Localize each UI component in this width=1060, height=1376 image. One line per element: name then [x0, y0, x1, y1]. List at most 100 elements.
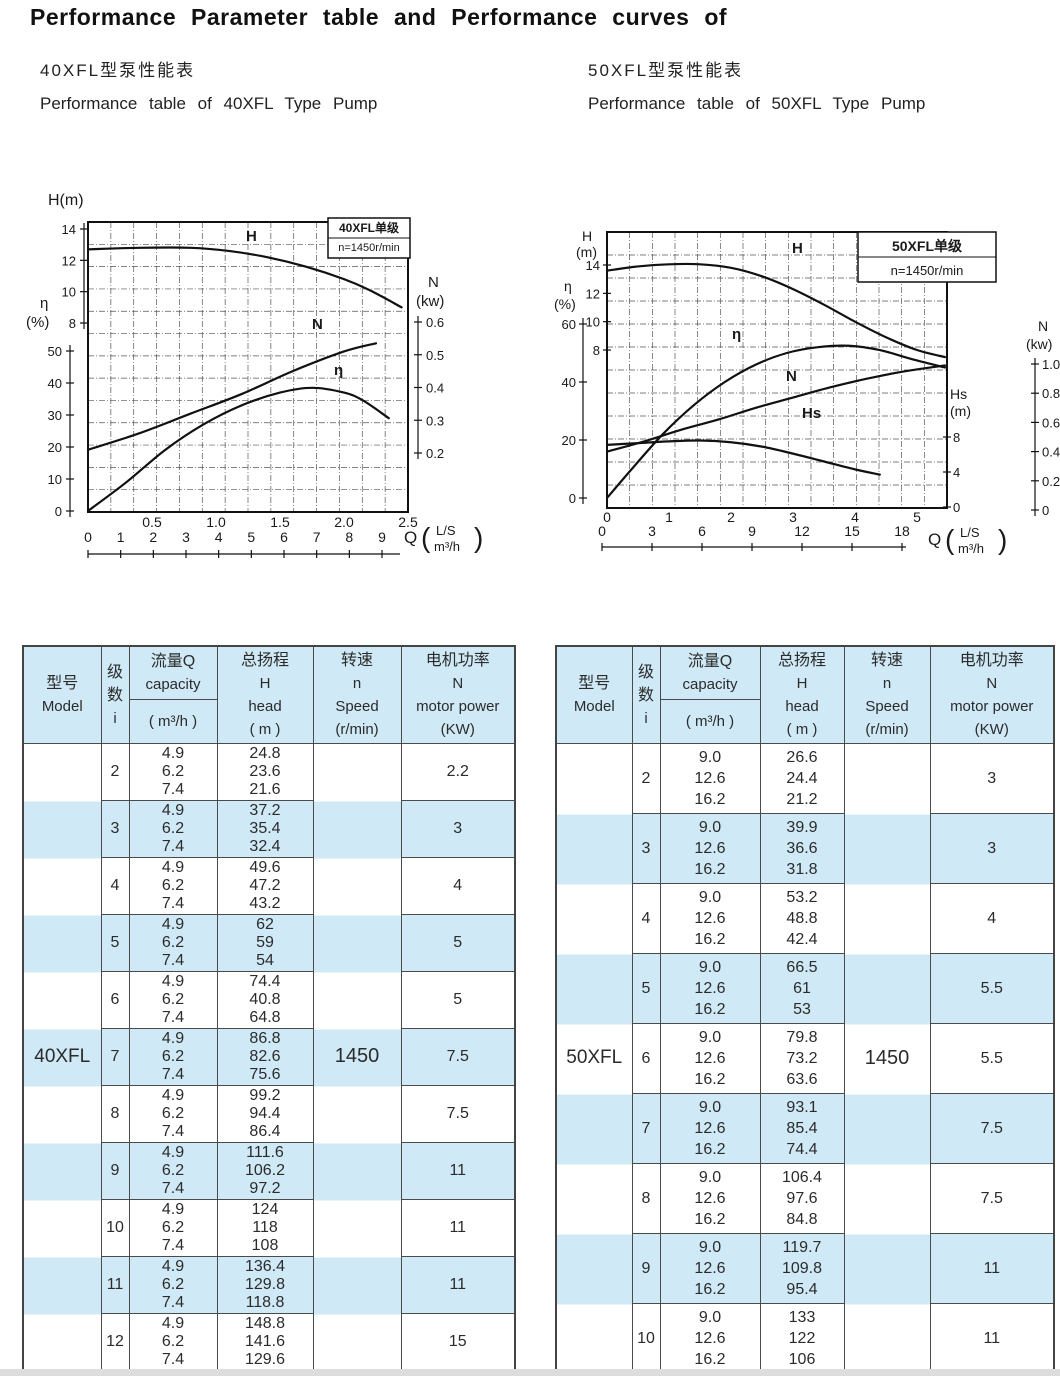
power-value: 7.5 — [929, 1093, 1055, 1164]
stage-row-10: 10 9.0 12.6 16.2 133 122 106 11 — [556, 1303, 1055, 1374]
capacity-values: 4.9 6.2 7.4 — [128, 857, 218, 915]
chart-text: 2 — [149, 529, 157, 545]
power-value: 4 — [400, 857, 516, 915]
speed-header: 转速 n Speed (r/min) — [312, 645, 402, 744]
stage-header: 级 数 i — [100, 645, 130, 744]
speed-value: 1450 — [312, 743, 402, 1371]
chart-text: 0.4 — [426, 381, 444, 396]
stage-row-4: 4 9.0 12.6 16.2 53.2 48.8 42.4 4 — [556, 883, 1055, 954]
chart-text: (%) — [26, 314, 49, 331]
capacity-values: 9.0 12.6 16.2 — [659, 1023, 761, 1094]
chart-text: ( — [945, 524, 955, 555]
stage-row-5: 5 4.9 6.2 7.4 62 59 54 5 — [23, 914, 516, 972]
chart-text: 0 — [569, 491, 576, 506]
section-title-40xfl-cn: 40XFL型泵性能表 — [40, 61, 196, 80]
chart-text: 60 — [562, 317, 576, 332]
chart-text: L/S — [436, 523, 456, 538]
plot-border — [606, 231, 948, 509]
chart-text: N — [312, 316, 323, 333]
chart-text: 15 — [844, 523, 860, 539]
chart-text: 1.0 — [1042, 357, 1060, 372]
stage-value: 4 — [631, 883, 661, 954]
stage-value: 10 — [100, 1199, 130, 1257]
power-value: 7.5 — [400, 1085, 516, 1143]
chart-text: 0 — [55, 504, 62, 519]
head-values: 133 122 106 — [759, 1303, 845, 1374]
plot-border — [87, 221, 409, 513]
head-values: 99.2 94.4 86.4 — [216, 1085, 314, 1143]
chart-text: (kw) — [416, 293, 444, 310]
stage-row-10: 10 4.9 6.2 7.4 124 118 108 11 — [23, 1199, 516, 1257]
chart-text: η — [40, 295, 48, 312]
capacity-values: 9.0 12.6 16.2 — [659, 953, 761, 1024]
chart-text: 4 — [851, 509, 859, 525]
chart-text: η — [732, 326, 741, 343]
chart-text: 3 — [182, 529, 190, 545]
chart-text: (%) — [554, 296, 576, 312]
power-value: 5.5 — [929, 953, 1055, 1024]
capacity-values: 9.0 12.6 16.2 — [659, 1303, 761, 1374]
chart-text: 0.5 — [142, 514, 162, 530]
chart-text: η — [334, 362, 343, 379]
chart-text: Q — [928, 530, 941, 549]
stage-row-6: 6 4.9 6.2 7.4 74.4 40.8 64.8 5 — [23, 971, 516, 1029]
capacity-values: 4.9 6.2 7.4 — [128, 1085, 218, 1143]
stage-value: 7 — [631, 1093, 661, 1164]
stage-value: 10 — [631, 1303, 661, 1374]
chart-text: 4 — [215, 529, 223, 545]
performance-table-50xfl: 型号 Model 级 数 i 流量Q capacity ( m³/h ) 总扬程 — [555, 645, 1055, 1375]
speed-value: 1450 — [843, 743, 931, 1374]
power-value: 4 — [929, 883, 1055, 954]
head-values: 79.8 73.2 63.6 — [759, 1023, 845, 1094]
chart-text: 2.0 — [334, 514, 354, 530]
chart-text: 0.2 — [426, 446, 444, 461]
header-row: 型号 Model 级 数 i 流量Q capacity ( m³/h ) 总扬程 — [555, 645, 1055, 744]
head-values: 136.4 129.8 118.8 — [216, 1256, 314, 1314]
capacity-values: 4.9 6.2 7.4 — [128, 1028, 218, 1086]
head-values: 119.7 109.8 95.4 — [759, 1233, 845, 1304]
curve-η — [605, 344, 946, 500]
chart-text: N — [1038, 318, 1048, 334]
chart-text: 2 — [727, 509, 735, 525]
curve-N — [86, 342, 378, 451]
chart-text: 30 — [48, 408, 62, 423]
performance-chart-50xfl: 8101214H(m)0204060η(%)00.20.40.60.81.0N(… — [554, 228, 1060, 556]
chart-text: 8 — [953, 430, 960, 445]
chart-text: 0 — [598, 523, 606, 539]
capacity-values: 9.0 12.6 16.2 — [659, 1233, 761, 1304]
performance-table-40xfl: 型号 Model 级 数 i 流量Q capacity ( m³/h ) 总扬程 — [22, 645, 516, 1372]
chart-text: 7 — [313, 529, 321, 545]
chart-text: 0 — [1042, 503, 1049, 518]
performance-chart-40xfl: 8101214H(m)01020304050η(%)0.20.30.40.50.… — [26, 192, 483, 558]
chart-text: Hs — [802, 405, 821, 422]
capacity-values: 4.9 6.2 7.4 — [128, 1313, 218, 1371]
chart-text: n=1450r/min — [891, 263, 964, 278]
chart-text: 8 — [593, 343, 600, 358]
capacity-values: 9.0 12.6 16.2 — [659, 883, 761, 954]
chart-text: n=1450r/min — [338, 242, 399, 254]
chart-text: 40 — [48, 376, 62, 391]
stage-row-8: 8 9.0 12.6 16.2 106.4 97.6 84.8 7.5 — [556, 1163, 1055, 1234]
stage-row-7: 7 9.0 12.6 16.2 93.1 85.4 74.4 7.5 — [556, 1093, 1055, 1164]
capacity-header: 流量Q capacity ( m³/h ) — [128, 645, 218, 744]
power-value: 2.2 — [400, 743, 516, 801]
chart-text: 1.5 — [270, 514, 290, 530]
chart-text: 0.5 — [426, 348, 444, 363]
chart-text: Hs — [950, 386, 967, 402]
stage-value: 9 — [631, 1233, 661, 1304]
chart-text: 0 — [84, 529, 92, 545]
capacity-values: 9.0 12.6 16.2 — [659, 1163, 761, 1234]
stage-value: 4 — [100, 857, 130, 915]
section-title-50xfl-en: Performance table of 50XFL Type Pump — [588, 94, 926, 113]
stage-value: 8 — [631, 1163, 661, 1234]
chart-text: 1.0 — [206, 514, 226, 530]
stage-row-9: 9 4.9 6.2 7.4 111.6 106.2 97.2 11 — [23, 1142, 516, 1200]
capacity-values: 4.9 6.2 7.4 — [128, 800, 218, 858]
chart-text: L/S — [960, 525, 980, 540]
chart-text: 50 — [48, 344, 62, 359]
chart-text: 0 — [603, 509, 611, 525]
chart-text: 12 — [794, 523, 810, 539]
head-header: 总扬程 H head ( m ) — [759, 645, 845, 744]
capacity-header: 流量Q capacity ( m³/h ) — [659, 645, 761, 744]
grid — [88, 222, 408, 512]
